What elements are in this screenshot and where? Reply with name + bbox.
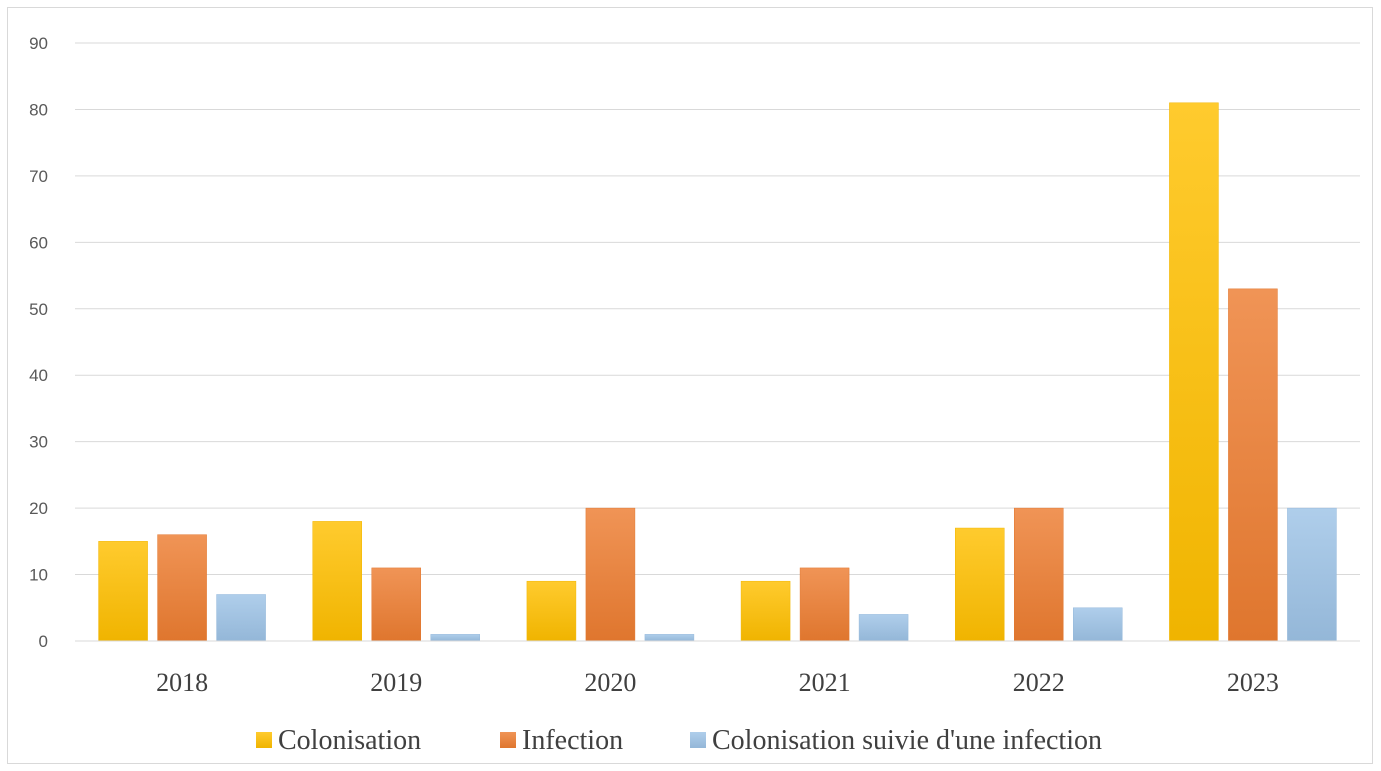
x-tick-label: 2022 <box>1013 668 1065 697</box>
y-tick-label: 40 <box>29 366 48 385</box>
legend-swatch <box>690 732 706 748</box>
y-axis-ticks: 0 10 20 30 40 50 60 70 80 90 <box>29 34 48 651</box>
bar-colonisation-2022 <box>955 527 1005 642</box>
legend-label: Colonisation suivie d'une infection <box>712 725 1102 756</box>
bar-colonisation-suivie-d-une-infection-2020 <box>644 634 695 642</box>
legend-swatch <box>256 732 272 748</box>
bar-colonisation-suivie-d-une-infection-2022 <box>1073 607 1123 642</box>
bar-infection-2021 <box>799 567 850 642</box>
x-axis-ticks: 2018 2019 2020 2021 2022 2023 <box>156 668 1279 697</box>
bar-infection-2022 <box>1014 507 1064 642</box>
y-tick-label: 10 <box>29 566 48 585</box>
y-tick-label: 60 <box>29 233 48 252</box>
bar-colonisation-2018 <box>98 541 148 642</box>
bar-colonisation-suivie-d-une-infection-2018 <box>216 594 266 642</box>
y-tick-label: 20 <box>29 499 48 518</box>
y-tick-label: 70 <box>29 167 48 186</box>
x-tick-label: 2021 <box>799 668 851 697</box>
y-tick-label: 50 <box>29 300 48 319</box>
bar-colonisation-2021 <box>740 580 791 642</box>
legend-label: Colonisation <box>278 725 421 756</box>
bar-infection-2018 <box>157 534 207 642</box>
legend-swatch <box>500 732 516 748</box>
bar-infection-2020 <box>585 507 636 642</box>
bar-colonisation-2019 <box>312 521 362 642</box>
y-tick-label: 0 <box>39 632 48 651</box>
legend-label: Infection <box>522 725 623 756</box>
x-tick-label: 2018 <box>156 668 208 697</box>
x-tick-label: 2020 <box>584 668 636 697</box>
bar-colonisation-suivie-d-une-infection-2023 <box>1287 507 1337 642</box>
y-tick-label: 90 <box>29 34 48 53</box>
bars <box>98 102 1337 642</box>
legend: Colonisation Infection Colonisation suivie… <box>256 725 1102 756</box>
x-tick-label: 2019 <box>370 668 422 697</box>
bar-colonisation-suivie-d-une-infection-2019 <box>430 634 480 642</box>
bar-infection-2023 <box>1228 288 1278 642</box>
bar-colonisation-2023 <box>1169 102 1219 642</box>
bar-colonisation-suivie-d-une-infection-2021 <box>858 614 909 642</box>
bar-colonisation-2020 <box>526 580 577 642</box>
gridlines <box>75 42 1360 576</box>
y-tick-label: 80 <box>29 100 48 119</box>
x-tick-label: 2023 <box>1227 668 1279 697</box>
bar-infection-2019 <box>371 567 421 642</box>
y-tick-label: 30 <box>29 433 48 452</box>
